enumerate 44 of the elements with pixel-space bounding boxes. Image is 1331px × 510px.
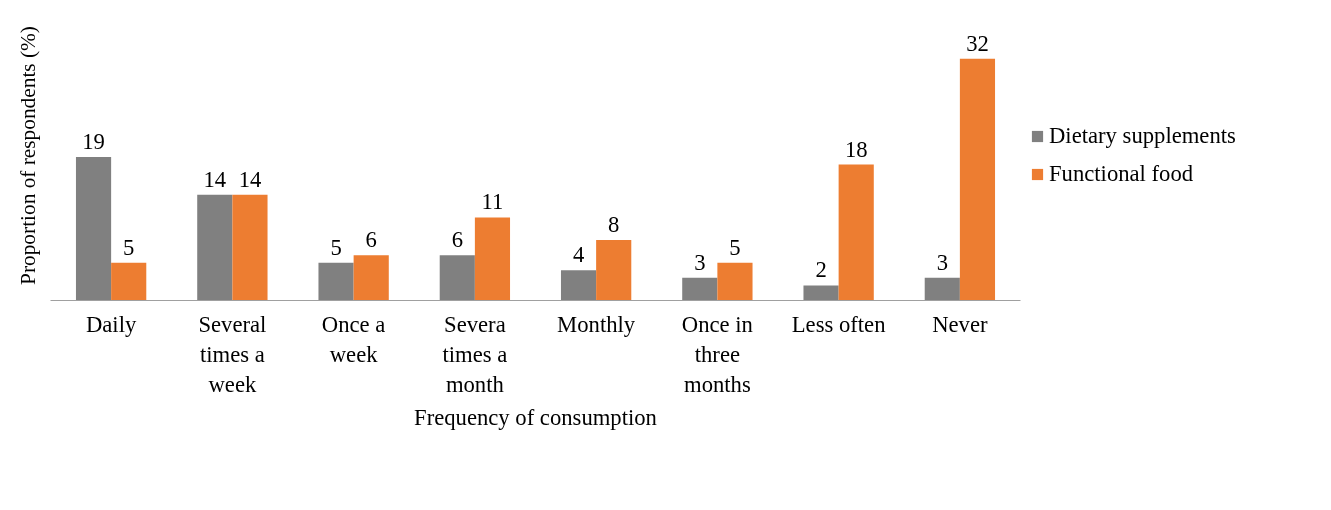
x-tick-label: Once a week bbox=[321, 311, 386, 367]
bar bbox=[318, 262, 354, 301]
data-label: 18 bbox=[844, 136, 868, 162]
data-label: 6 bbox=[451, 227, 463, 253]
bar bbox=[924, 277, 960, 301]
legend-label: Dietary supplements bbox=[1049, 123, 1236, 149]
x-tick-label: Monthly bbox=[557, 311, 636, 337]
bar bbox=[197, 194, 233, 301]
x-tick-label: Never bbox=[932, 311, 988, 337]
bar bbox=[560, 270, 597, 301]
data-label: 5 bbox=[123, 234, 135, 260]
legend-label: Functional food bbox=[1049, 161, 1194, 187]
x-tick-label: Less often bbox=[791, 311, 886, 337]
x-tick-label: Severa times a month bbox=[442, 311, 508, 397]
bar bbox=[803, 285, 839, 301]
bar bbox=[111, 262, 147, 301]
bar bbox=[353, 255, 389, 301]
bar bbox=[838, 164, 874, 301]
data-label: 5 bbox=[330, 234, 342, 260]
x-tick-label: Several times a week bbox=[198, 311, 267, 397]
bar bbox=[717, 262, 753, 301]
bar bbox=[682, 277, 718, 301]
bar bbox=[959, 58, 996, 301]
data-label: 32 bbox=[966, 30, 989, 56]
data-label: 3 bbox=[694, 249, 706, 275]
bar bbox=[232, 194, 268, 301]
data-label: 19 bbox=[82, 129, 105, 155]
x-tick-label: Once in three months bbox=[681, 311, 753, 397]
data-label: 5 bbox=[729, 234, 741, 260]
y-axis-title: Proportion of respondents (%) bbox=[15, 26, 40, 285]
bar bbox=[474, 217, 511, 301]
data-label: 3 bbox=[936, 249, 948, 275]
x-tick-label: Daily bbox=[85, 311, 137, 337]
data-label: 11 bbox=[481, 189, 504, 215]
x-axis-title: Frequency of consumption bbox=[414, 404, 657, 430]
data-label: 6 bbox=[365, 227, 377, 253]
data-label: 8 bbox=[608, 212, 620, 238]
bar bbox=[596, 240, 632, 301]
data-label: 14 bbox=[203, 166, 227, 192]
bar bbox=[439, 255, 475, 301]
data-label: 14 bbox=[238, 166, 262, 192]
data-label: 4 bbox=[572, 242, 585, 268]
data-label: 2 bbox=[815, 257, 827, 283]
bar bbox=[75, 157, 112, 301]
